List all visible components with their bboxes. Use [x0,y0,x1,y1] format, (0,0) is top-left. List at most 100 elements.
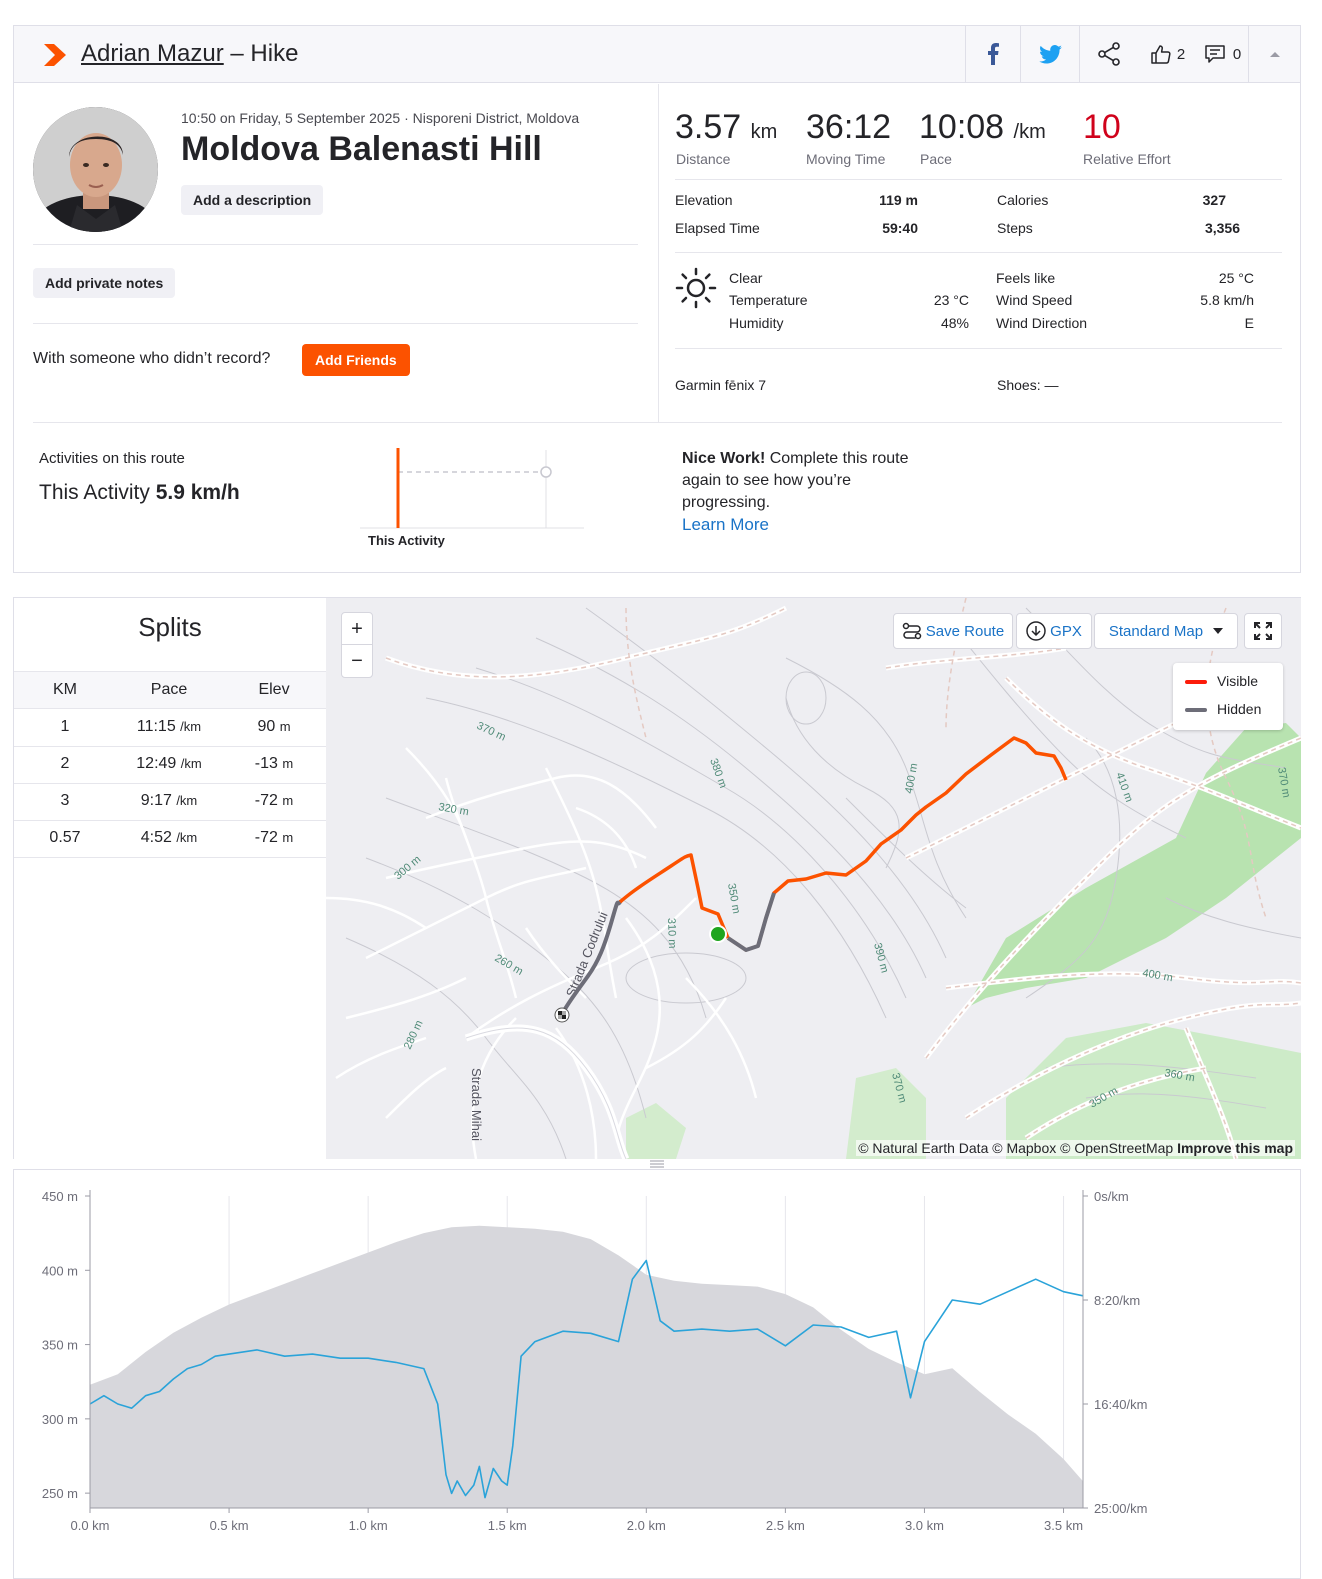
activity-header: Adrian Mazur – Hike 2 0 [14,26,1300,83]
zoom-in-button[interactable]: + [342,613,372,645]
split-pace: 9:17 /km [140,792,198,809]
feels-like-value: 25 °C [1218,270,1254,286]
add-private-notes-button[interactable]: Add private notes [33,268,176,298]
x-tick-label: 3.5 km [1044,1518,1083,1533]
y-left-tick-label: 400 m [42,1263,78,1278]
nice-work-message: Nice Work! Complete this route again to … [682,450,909,534]
comment-icon [1205,45,1225,63]
route-activities-label: Activities on this route [39,450,185,467]
facebook-share-button[interactable] [965,26,1020,82]
improve-map-link[interactable]: Improve this map [1177,1140,1293,1156]
share-icon [1098,42,1120,66]
zoom-control: + − [341,612,373,678]
elapsed-time-value: 59:40 [882,220,918,236]
comments-count: 0 [1232,45,1242,63]
y-left-tick-label: 350 m [42,1338,78,1353]
wind-speed-label: Wind Speed [996,292,1073,308]
header-title: Adrian Mazur – Hike [81,40,298,68]
pace-line [89,1259,1084,1499]
y-left-tick-label: 450 m [42,1189,78,1204]
route-chart-label: This Activity [368,533,446,548]
park-area [626,1103,686,1159]
sun-icon [675,267,717,309]
strava-logo-icon [44,44,66,66]
zoom-out-button[interactable]: − [351,650,363,672]
wind-direction-label: Wind Direction [996,315,1088,331]
x-tick-label: 2.0 km [627,1518,666,1533]
learn-more-link[interactable]: Learn More [682,515,769,534]
split-elev: -72 m [254,829,294,846]
split-pace: 4:52 /km [140,829,198,846]
x-tick-label: 0.5 km [210,1518,249,1533]
split-row: 1 11:15 /km 90 m [14,710,326,747]
route-hidden-segment [560,900,622,1016]
y-right-tick-label: 25:00/km [1094,1501,1147,1516]
avatar-photo [33,107,158,232]
contour-label: 310 m [665,918,678,949]
map-canvas[interactable]: 370 m 380 m 320 m 300 m 400 m 410 m 350 … [326,598,1301,1159]
start-marker[interactable] [709,925,727,943]
twitter-share-button[interactable] [1020,26,1079,82]
map-attribution: © Natural Earth Data © Mapbox © OpenStre… [856,1140,1295,1156]
splits-header-row: KM Pace Elev [14,671,326,709]
split-km: 2 [60,755,70,772]
split-row: 3 9:17 /km -72 m [14,784,326,821]
elevation-area [90,1225,1083,1508]
pace-label: Pace [920,151,952,167]
distance-value: 3.57 km [675,108,778,146]
moving-time-value: 36:12 [806,108,892,146]
contour-label: 320 m [437,801,469,818]
x-tick-label: 2.5 km [766,1518,805,1533]
split-row: 0.57 4:52 /km -72 m [14,821,326,858]
legend-visible: Visible [1185,673,1258,689]
elevation-pace-chart-card: 0.0 km 0.5 km 1.0 km 1.5 km 2.0 km 2.5 km 3.0 … [13,1169,1301,1579]
divider [33,244,638,245]
map-legend: Visible Hidden [1173,663,1283,730]
chevron-up-icon [1269,52,1280,57]
divider [675,252,1282,253]
comments-button[interactable]: 0 [1198,26,1248,82]
fullscreen-button[interactable] [1244,613,1282,649]
finish-flag-icon[interactable] [554,1007,570,1023]
athlete-avatar[interactable] [33,107,158,232]
split-elev: -72 m [254,792,294,809]
contour-label: 350 m [725,882,742,914]
split-pace: 12:49 /km [136,755,202,772]
add-description-button[interactable]: Add a description [181,185,324,215]
steps-label: Steps [997,220,1033,236]
thumbs-up-icon [1151,45,1171,64]
elevation-pace-chart[interactable]: 0.0 km 0.5 km 1.0 km 1.5 km 2.0 km 2.5 km 3.0 … [14,1170,1300,1578]
route-hidden-segment [726,892,776,952]
split-km: 0.57 [49,829,81,846]
steps-value: 3,356 [1204,220,1240,236]
contour-label: 360 m [1163,1067,1195,1084]
kudos-button[interactable]: 2 [1138,26,1198,82]
splits-map-card: Splits KM Pace Elev 1 11:15 /km 90 m 2 12:49… [13,597,1301,1159]
collapse-button[interactable] [1248,26,1300,82]
moving-time-label: Moving Time [806,151,886,167]
resize-grip-icon[interactable] [650,1160,664,1168]
split-elev: -13 m [254,755,294,772]
header-actions: 2 0 [965,26,1300,82]
save-route-button[interactable]: Save Route [893,613,1013,649]
legend-swatch-visible [1185,680,1207,685]
kudos-count: 2 [1176,45,1186,63]
route-map[interactable]: 370 m 380 m 320 m 300 m 400 m 410 m 350 … [326,598,1301,1159]
map-style-dropdown[interactable]: Standard Map [1094,613,1238,649]
divider [675,179,1282,180]
elevation-value: 119 m [879,192,918,208]
splits-panel: Splits KM Pace Elev 1 11:15 /km 90 m 2 12:49… [14,598,326,1159]
gpx-download-button[interactable]: GPX [1016,613,1092,649]
x-tick-label: 0.0 km [70,1518,109,1533]
street-label: Strada Mihai [469,1068,484,1141]
route-this-activity: This Activity 5.9 km/h [39,481,240,504]
splits-header-pace: Pace [150,681,188,698]
feels-like-label: Feels like [996,270,1056,286]
x-tick-label: 1.5 km [488,1518,527,1533]
calories-value: 327 [1202,192,1226,208]
relative-effort-value[interactable]: 10 [1083,108,1121,146]
athlete-name-link[interactable]: Adrian Mazur [81,40,224,67]
add-friends-button[interactable]: Add Friends [302,344,410,376]
wind-direction-value: E [1244,315,1254,331]
share-button[interactable] [1079,26,1138,82]
